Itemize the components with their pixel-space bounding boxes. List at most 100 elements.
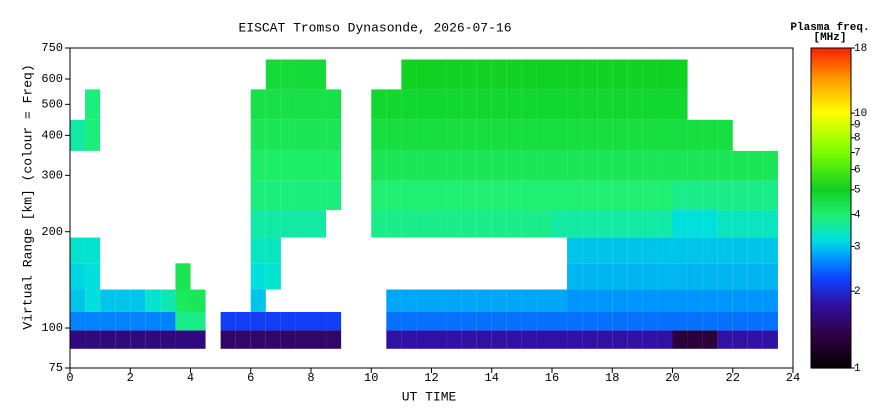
cell [446,210,462,238]
colorbar-frame [810,47,852,369]
cell [597,330,613,349]
cell [521,119,537,151]
y-tick-label: 75 [49,361,63,375]
cell [642,59,658,90]
cell [326,89,342,120]
cell [175,289,191,312]
cell [386,150,402,181]
cell [295,330,311,349]
cell [85,119,101,151]
cell [747,263,763,290]
cell [431,59,447,90]
cell [521,89,537,120]
cell [642,330,658,349]
cell [582,263,598,290]
cell [657,89,673,120]
cell [250,210,266,238]
cell [521,150,537,181]
cell [461,119,477,151]
colorbar-unit: [MHz] [813,32,846,44]
cell [416,59,432,90]
cell [597,119,613,151]
cell [567,237,583,264]
cell [747,180,763,211]
colorbar [811,48,851,369]
cell [612,289,628,312]
cell [597,180,613,211]
colorbar-tick-label: 18 [854,43,867,55]
cell [657,59,673,90]
cell [627,237,643,264]
cell [642,237,658,264]
cell [747,289,763,312]
cell [476,150,492,181]
cell [491,150,507,181]
cell [85,237,101,264]
cell [265,210,281,238]
cell [461,59,477,90]
x-tick-label: 22 [726,371,740,385]
cell [491,119,507,151]
cell [416,89,432,120]
cell [597,263,613,290]
cell [85,89,101,120]
cell [521,330,537,349]
cell [747,237,763,264]
cell [446,289,462,312]
cell [762,180,778,211]
cell [612,330,628,349]
cell [431,150,447,181]
cell [642,289,658,312]
cell [386,330,402,349]
cell [552,150,568,181]
chart-title: EISCAT Tromso Dynasonde, 2026-07-16 [238,20,511,35]
cell [115,330,131,349]
cell [476,180,492,211]
cell [672,210,688,238]
cell [431,330,447,349]
cell [567,330,583,349]
cell [612,263,628,290]
cell [657,150,673,181]
cell [702,119,718,151]
cell [386,210,402,238]
cell [295,59,311,90]
x-tick-label: 6 [247,371,254,385]
cell [386,89,402,120]
cell [280,311,296,331]
cell [145,311,161,331]
cell [702,330,718,349]
cell [521,210,537,238]
cell [672,289,688,312]
cell [627,330,643,349]
cell [416,180,432,211]
colorbar-tick-label: 9 [854,120,861,132]
cell [280,330,296,349]
cell [491,89,507,120]
cell [446,180,462,211]
y-tick-label: 100 [41,321,63,335]
cell [250,263,266,290]
cell [536,311,552,331]
cell [582,180,598,211]
cell [687,263,703,290]
cell [235,311,251,331]
cell [476,289,492,312]
cell [567,180,583,211]
cell [280,59,296,90]
cell [657,210,673,238]
x-tick-label: 0 [66,371,73,385]
cell [732,180,748,211]
cell [70,330,86,349]
cell [582,237,598,264]
cell [612,210,628,238]
cell [401,150,417,181]
cell [612,150,628,181]
colorbar-tick-label: 6 [854,165,861,177]
cell [762,330,778,349]
x-tick-label: 16 [545,371,559,385]
cell [175,263,191,290]
cell [250,237,266,264]
cell [461,150,477,181]
cell [747,330,763,349]
